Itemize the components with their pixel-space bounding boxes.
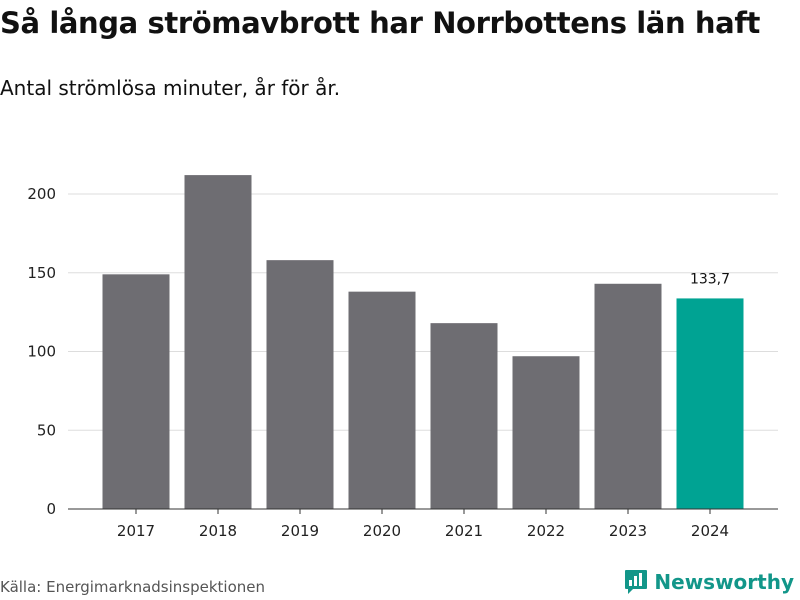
value-label-2024: 133,7 <box>690 271 730 287</box>
x-tick-label-2021: 2021 <box>445 522 483 540</box>
bar-2018[interactable] <box>184 175 252 509</box>
newsworthy-bar-chart-icon <box>625 570 648 594</box>
gridlines <box>68 193 778 431</box>
y-axis-ticks: 0 50 100 150 200 <box>27 185 56 518</box>
bar-2022[interactable] <box>512 356 580 509</box>
newsworthy-logo[interactable]: Newsworthy <box>624 569 794 595</box>
source-note: Källa: Energimarknadsinspektionen <box>0 578 266 596</box>
x-axis-ticks: 2017 2018 2019 2020 2021 2022 2023 2024 <box>117 509 729 540</box>
bar-2017[interactable] <box>102 274 170 509</box>
x-tick-label-2019: 2019 <box>281 522 319 540</box>
x-tick-label-2024: 2024 <box>691 522 729 540</box>
x-tick-label-2017: 2017 <box>117 522 155 540</box>
bar-2024[interactable] <box>676 298 744 509</box>
chart-subtitle: Antal strömlösa minuter, år för år. <box>0 76 341 100</box>
y-tick-label-50: 50 <box>37 421 56 439</box>
brand-name: Newsworthy <box>654 570 794 594</box>
x-tick-label-2020: 2020 <box>363 522 401 540</box>
data-labels: 133,7 <box>690 271 730 287</box>
y-tick-label-100: 100 <box>27 343 56 361</box>
y-tick-label-0: 0 <box>46 500 56 518</box>
bar-2019[interactable] <box>266 260 334 509</box>
bars <box>102 175 744 509</box>
x-tick-label-2018: 2018 <box>199 522 237 540</box>
x-tick-label-2023: 2023 <box>609 522 647 540</box>
x-tick-label-2022: 2022 <box>527 522 565 540</box>
chart-title: Så långa strömavbrott har Norrbottens lä… <box>0 6 761 40</box>
y-tick-label-150: 150 <box>27 264 56 282</box>
bar-chart: 0 50 100 150 200 2017 2018 2019 2020 2021 2022 202… <box>27 175 778 540</box>
bar-2023[interactable] <box>594 283 662 509</box>
bar-2021[interactable] <box>430 323 498 509</box>
y-tick-label-200: 200 <box>27 185 56 203</box>
bar-2020[interactable] <box>348 291 416 509</box>
